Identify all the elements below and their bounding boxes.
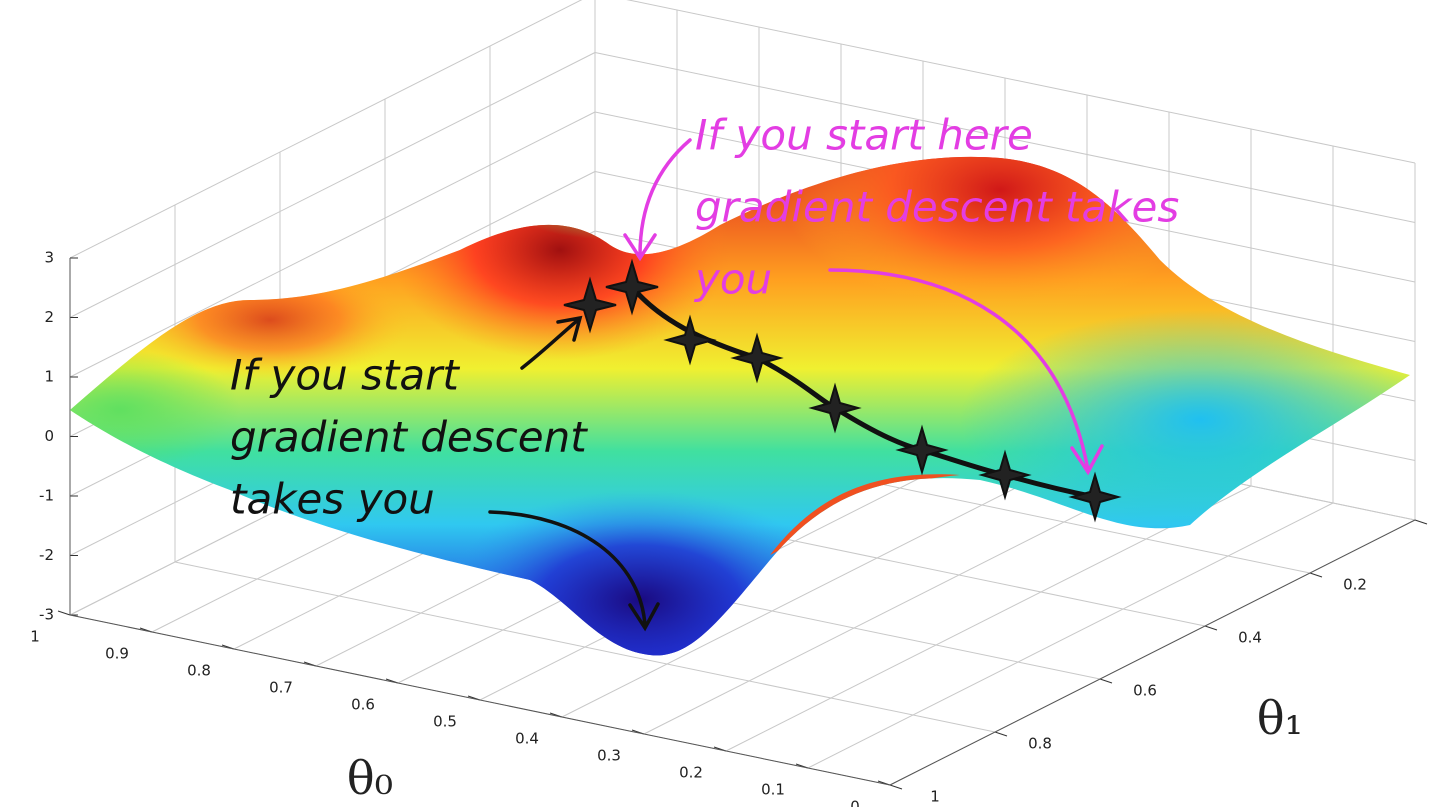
z-tick-label: 2	[44, 308, 54, 326]
x-tick-label: 0.2	[679, 764, 703, 782]
y-axis-label: θ₁	[1257, 691, 1303, 745]
z-grid-line	[69, 52, 596, 318]
annotation: gradient descent takes	[695, 183, 1179, 232]
x-tick-label: 0.3	[597, 747, 621, 765]
z-tick-label: -1	[39, 487, 54, 505]
annotation: gradient descent	[230, 413, 588, 462]
z-tick-label: 3	[44, 249, 54, 267]
labels: θ₀ θ₁ 3 2 1 0 -1 -2 -3 1 0.9 0.8 0.7 0.6 0.5 0.4 0.3 0.…	[30, 111, 1367, 811]
y-tick	[1414, 519, 1428, 525]
y-grid-line	[174, 561, 996, 733]
axis-edge	[889, 519, 1416, 786]
x-tick-label: 0.4	[515, 730, 539, 748]
y-tick	[1204, 625, 1218, 631]
z-grid-line	[69, 111, 596, 378]
x-tick-label: 1	[30, 628, 40, 646]
y-tick-label: 0.8	[1028, 735, 1052, 753]
x-tick-label: 0	[850, 798, 860, 808]
path-markers	[563, 258, 1122, 523]
y-tick-label: 1	[930, 788, 940, 806]
z-tick-label: 0	[44, 427, 54, 445]
descent-path	[563, 258, 1122, 523]
z-tick-label: -3	[39, 606, 54, 624]
x-grid-line	[643, 468, 1170, 735]
surface	[70, 156, 1410, 656]
x-tick-label: 0.9	[105, 645, 129, 663]
y-tick-label: 0.2	[1343, 576, 1367, 594]
x-tick-label: 0.1	[761, 781, 785, 799]
arrows	[488, 138, 1104, 632]
y-tick	[1099, 678, 1113, 684]
annotation: If you start here	[695, 111, 1033, 160]
annotation: takes you	[230, 475, 435, 524]
x-axis-label: θ₀	[347, 751, 393, 805]
z-tick-label: 1	[44, 368, 54, 386]
axis-edge	[69, 614, 891, 786]
x-tick	[57, 610, 71, 616]
y-tick-label: 0.4	[1238, 629, 1262, 647]
x-tick-label: 0.5	[433, 713, 457, 731]
z-tick-label: -2	[39, 546, 54, 564]
x-tick-label: 0.8	[187, 662, 211, 680]
x-tick-label: 0.6	[351, 696, 375, 714]
y-tick	[889, 784, 903, 790]
x-grid-line	[561, 451, 1088, 718]
y-tick	[1309, 572, 1323, 578]
annotation: If you start	[230, 351, 460, 400]
z-grid-line	[69, 0, 583, 259]
annotation: you	[693, 255, 772, 304]
x-tick-label: 0.7	[269, 679, 293, 697]
x-grid-line	[807, 502, 1334, 769]
x-grid-line	[725, 485, 1252, 752]
y-tick-label: 0.6	[1133, 682, 1157, 700]
y-tick	[994, 731, 1008, 737]
